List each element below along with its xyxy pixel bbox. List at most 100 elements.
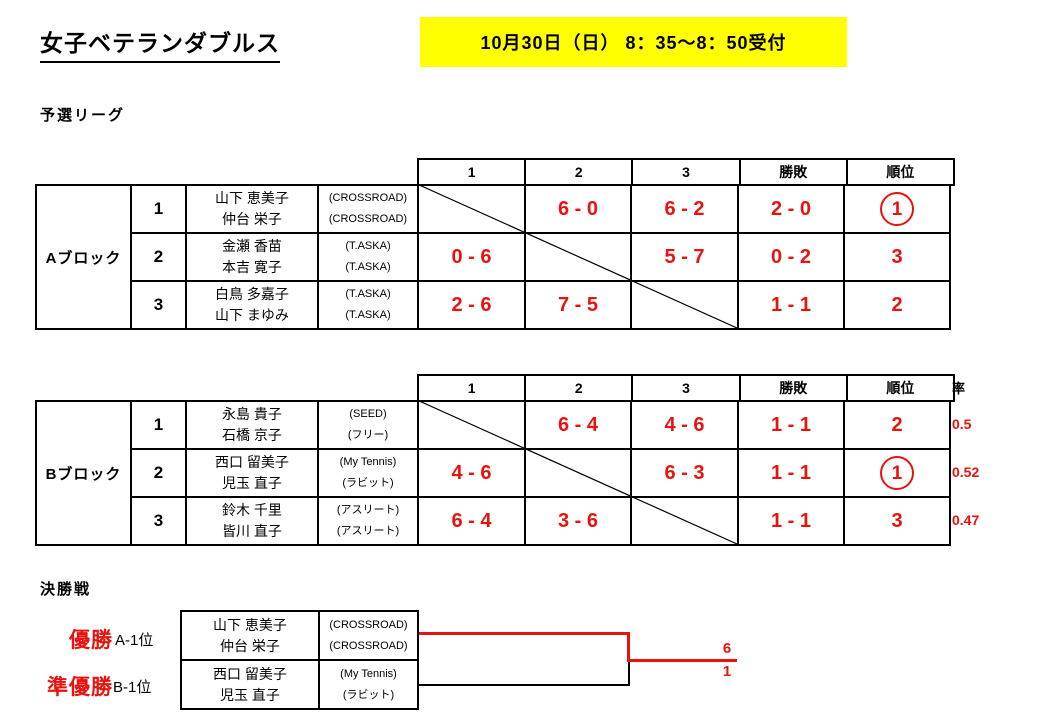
match-score-cell: 6 - 3 bbox=[632, 450, 739, 498]
player-name: 仲台 栄子 bbox=[222, 211, 282, 227]
league-a-header-row: 1 2 3 勝敗 順位 bbox=[417, 158, 955, 184]
player-name: 西口 留美子 bbox=[213, 665, 287, 682]
match-score-cell: 7 - 5 bbox=[526, 282, 632, 330]
player-name: 石橋 京子 bbox=[222, 427, 282, 443]
column-header-2: 2 bbox=[526, 160, 634, 184]
column-header-3: 3 bbox=[633, 160, 741, 184]
team-players: 西口 留美子 児玉 直子 bbox=[187, 450, 319, 498]
block-label: Aブロック bbox=[37, 186, 132, 330]
bracket-line-runnerup-vertical bbox=[628, 662, 630, 686]
club-name: (フリー) bbox=[347, 429, 389, 441]
club-name: (アスリート) bbox=[336, 504, 400, 516]
rank-cell: 3 bbox=[845, 234, 951, 282]
rank-circle: 1 bbox=[880, 192, 914, 226]
team-players: 永島 貴子 石橋 京子 bbox=[187, 402, 319, 450]
rank-cell: 1 bbox=[845, 186, 951, 234]
player-name: 本吉 寛子 bbox=[222, 259, 282, 275]
column-header-record: 勝敗 bbox=[741, 376, 848, 400]
bracket-line-winner-horizontal bbox=[419, 632, 630, 635]
seed-number: 3 bbox=[132, 282, 187, 330]
runnerup-label: 準優勝 bbox=[47, 676, 113, 699]
club-name: (T.ASKA) bbox=[345, 240, 391, 252]
rank-cell: 3 bbox=[845, 498, 951, 546]
record-cell: 0 - 2 bbox=[739, 234, 845, 282]
match-score-cell: 6 - 4 bbox=[526, 402, 632, 450]
club-name: (ラビット) bbox=[342, 688, 395, 701]
winner-label: 優勝 bbox=[69, 629, 113, 652]
league-a-body: Aブロック 1 山下 恵美子 仲台 栄子 (CROSSROAD) (CROSSR… bbox=[35, 184, 955, 330]
match-score-cell bbox=[526, 234, 632, 282]
rank-circle: 1 bbox=[880, 456, 914, 490]
club-name: (CROSSROAD) bbox=[329, 639, 408, 652]
club-name: (SEED) bbox=[349, 408, 387, 420]
club-name: (My Tennis) bbox=[339, 456, 397, 468]
team-players: 鈴木 千里 皆川 直子 bbox=[187, 498, 319, 546]
seed-number: 1 bbox=[132, 402, 187, 450]
match-score-cell: 5 - 7 bbox=[632, 234, 739, 282]
finals-team2-clubs: (My Tennis) (ラビット) bbox=[320, 661, 419, 710]
record-cell: 1 - 1 bbox=[739, 450, 845, 498]
player-name: 永島 貴子 bbox=[222, 406, 282, 422]
match-score-cell bbox=[526, 450, 632, 498]
column-header-rank: 順位 bbox=[886, 380, 915, 396]
bracket-line-winner-vertical bbox=[627, 632, 630, 662]
column-header-record: 勝敗 bbox=[741, 160, 848, 184]
rank-cell: 2 bbox=[845, 282, 951, 330]
player-name: 児玉 直子 bbox=[222, 475, 282, 491]
club-name: (T.ASKA) bbox=[345, 261, 391, 273]
match-score-cell bbox=[632, 282, 739, 330]
team-clubs: (CROSSROAD) (CROSSROAD) bbox=[319, 186, 419, 234]
team-clubs: (アスリート) (アスリート) bbox=[319, 498, 419, 546]
runnerup-seed-label: B-1位 bbox=[113, 679, 152, 696]
team-players: 金瀬 香苗 本吉 寛子 bbox=[187, 234, 319, 282]
rate-column-label: 率 bbox=[952, 381, 966, 396]
match-score-cell: 4 - 6 bbox=[632, 402, 739, 450]
match-score-cell: 6 - 4 bbox=[419, 498, 526, 546]
bracket-line-champion-out bbox=[627, 659, 737, 662]
player-name: 山下 恵美子 bbox=[213, 616, 287, 633]
record-cell: 2 - 0 bbox=[739, 186, 845, 234]
team-players: 白鳥 多嘉子 山下 まゆみ bbox=[187, 282, 319, 330]
club-name: (CROSSROAD) bbox=[328, 213, 408, 225]
finals-team1-players: 山下 恵美子 仲台 栄子 bbox=[182, 612, 320, 661]
rate-value: 0.47 bbox=[952, 512, 980, 528]
winner-seed-label: A-1位 bbox=[115, 632, 154, 649]
club-name: (T.ASKA) bbox=[345, 288, 391, 300]
seed-number: 2 bbox=[132, 234, 187, 282]
seed-number: 3 bbox=[132, 498, 187, 546]
player-name: 山下 まゆみ bbox=[215, 307, 289, 323]
rate-value: 0.5 bbox=[952, 416, 972, 432]
match-score-cell: 3 - 6 bbox=[526, 498, 632, 546]
club-name: (My Tennis) bbox=[340, 667, 397, 680]
player-name: 児玉 直子 bbox=[220, 686, 280, 703]
team-clubs: (My Tennis) (ラビット) bbox=[319, 450, 419, 498]
team-players: 山下 恵美子 仲台 栄子 bbox=[187, 186, 319, 234]
match-score-cell bbox=[419, 402, 526, 450]
player-name: 白鳥 多嘉子 bbox=[215, 286, 289, 302]
player-name: 仲台 栄子 bbox=[220, 637, 280, 654]
final-score-top: 6 bbox=[722, 640, 732, 657]
column-header-1: 1 bbox=[419, 160, 527, 184]
finals-team2-players: 西口 留美子 児玉 直子 bbox=[182, 661, 320, 710]
seed-number: 2 bbox=[132, 450, 187, 498]
player-name: 金瀬 香苗 bbox=[222, 238, 282, 254]
club-name: (CROSSROAD) bbox=[328, 192, 408, 204]
column-header-1: 1 bbox=[419, 376, 527, 400]
seed-number: 1 bbox=[132, 186, 187, 234]
final-score-bottom: 1 bbox=[722, 663, 732, 680]
column-header-2: 2 bbox=[526, 376, 634, 400]
column-header-3: 3 bbox=[633, 376, 741, 400]
rank-cell: 2 bbox=[845, 402, 951, 450]
league-table-b: 1 2 3 勝敗 順位 Bブロック 1 永島 貴子 石橋 京子 (SEED) (… bbox=[35, 374, 955, 546]
team-clubs: (SEED) (フリー) bbox=[319, 402, 419, 450]
club-name: (CROSSROAD) bbox=[329, 618, 408, 631]
match-score-cell: 6 - 2 bbox=[632, 186, 739, 234]
page-title: 女子ベテランダブルス bbox=[40, 24, 280, 63]
column-header-rank: 順位 bbox=[886, 164, 915, 180]
block-label: Bブロック bbox=[37, 402, 132, 546]
finals-table: 山下 恵美子 仲台 栄子 (CROSSROAD) (CROSSROAD) 西口 … bbox=[180, 610, 419, 710]
player-name: 鈴木 千里 bbox=[222, 502, 282, 518]
league-b-body: Bブロック 1 永島 貴子 石橋 京子 (SEED) (フリー) 6 - 4 4… bbox=[35, 400, 955, 546]
match-score-cell: 6 - 0 bbox=[526, 186, 632, 234]
